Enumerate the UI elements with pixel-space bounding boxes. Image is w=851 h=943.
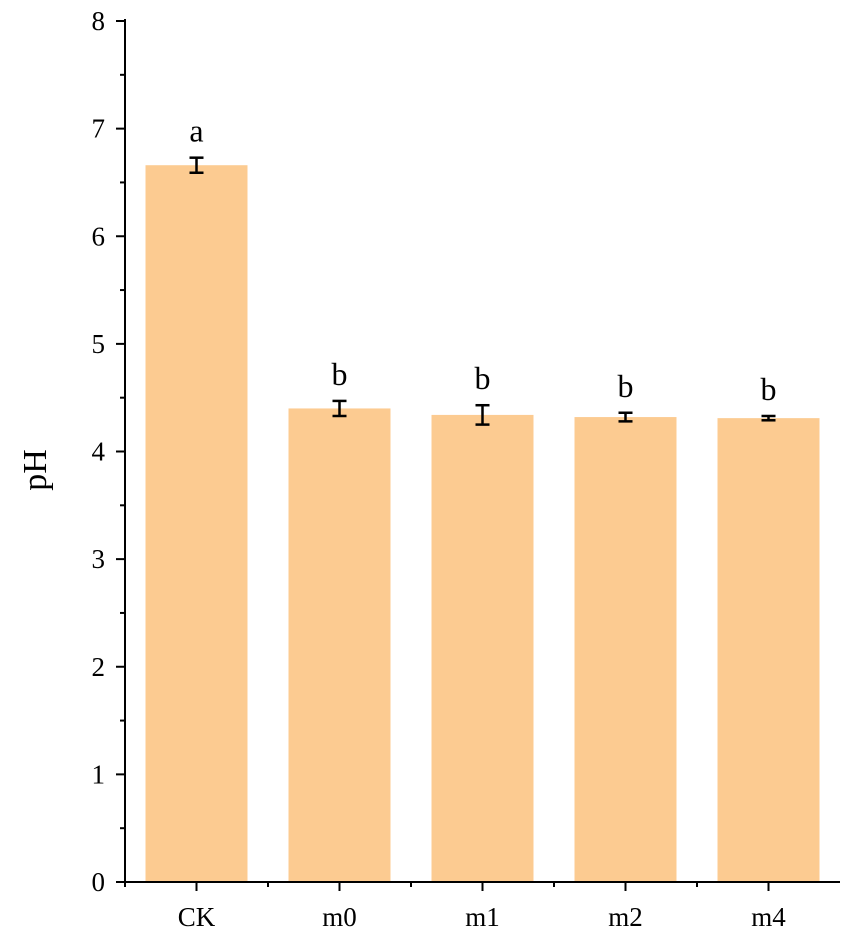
significance-label-CK: a	[189, 113, 203, 149]
y-tick-label: 3	[92, 544, 106, 574]
x-tick-label-m1: m1	[465, 902, 500, 932]
bar-m0	[288, 408, 391, 882]
y-axis-ticks: 0 1 2 3 4 5 6 7 8	[92, 6, 125, 897]
x-axis-ticks: CK m0 m1 m2 m4	[124, 882, 786, 932]
error-bar-m0	[332, 399, 347, 418]
y-tick-label: 5	[92, 329, 106, 359]
bars	[145, 165, 820, 882]
significance-label-m4: b	[761, 371, 777, 407]
y-tick-label: 7	[92, 114, 106, 144]
error-bar-m1	[475, 403, 490, 426]
error-bars	[189, 156, 776, 426]
bar-m1	[431, 414, 534, 882]
x-tick-label-m2: m2	[608, 902, 643, 932]
x-tick-label-m0: m0	[322, 902, 357, 932]
x-tick-label-m4: m4	[751, 902, 786, 932]
y-tick-label: 2	[92, 652, 106, 682]
y-tick-label: 4	[92, 437, 106, 467]
significance-label-m2: b	[618, 368, 634, 404]
bar-m4	[717, 418, 820, 882]
y-tick-label: 0	[92, 867, 106, 897]
significance-label-m0: b	[332, 356, 348, 392]
error-bar-CK	[189, 156, 204, 175]
y-tick-label: 1	[92, 759, 106, 789]
error-bar-m2	[618, 411, 633, 423]
y-axis-title: pH	[17, 449, 54, 491]
bar-CK	[145, 165, 248, 882]
significance-label-m1: b	[475, 360, 491, 396]
y-tick-label: 8	[92, 6, 106, 36]
x-tick-label-CK: CK	[178, 902, 216, 932]
error-bar-m4	[761, 414, 776, 422]
bar-m2	[574, 417, 677, 882]
y-tick-label: 6	[92, 221, 106, 251]
significance-labels: a b b b b	[189, 113, 776, 407]
